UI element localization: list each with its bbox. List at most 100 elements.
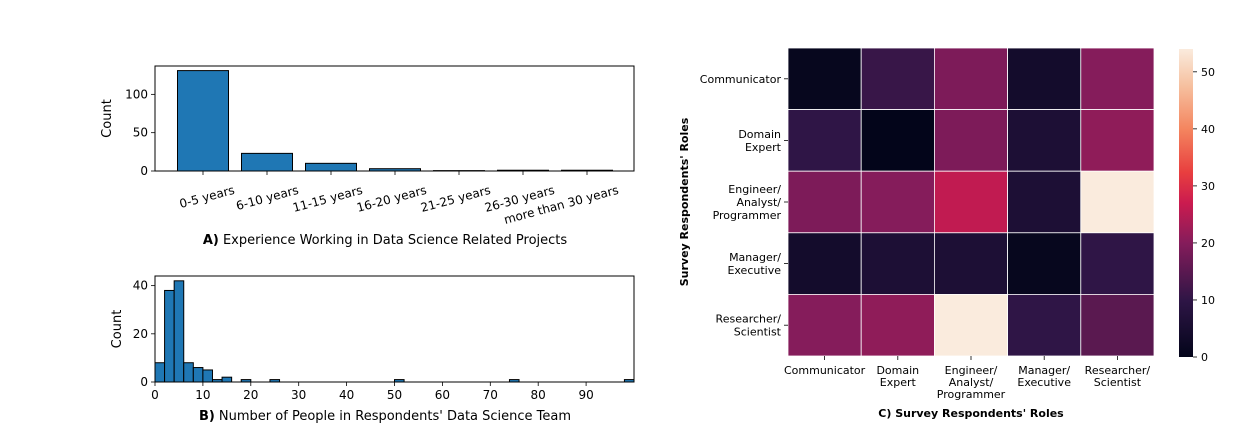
- panel-letter: C): [878, 407, 891, 420]
- cell-0-2: [934, 47, 1009, 110]
- caption: C) Survey Respondents' Roles: [878, 407, 1064, 420]
- y-axis-label: Count: [110, 310, 125, 349]
- y-tick-label-1: 20: [133, 327, 148, 341]
- row-label-3-0: Manager/: [729, 251, 781, 264]
- cell-0-4: [1080, 47, 1155, 110]
- bin-3: [183, 362, 194, 383]
- cell-4-1: [860, 293, 935, 357]
- cell-2-3: [1007, 170, 1082, 234]
- cell-3-1: [860, 232, 935, 295]
- caption: A) Experience Working in Data Science Re…: [203, 233, 568, 248]
- cell-1-2: [934, 109, 1009, 172]
- cell-0-0: [787, 47, 862, 110]
- cell-4-2: [934, 293, 1009, 357]
- bar-0: [177, 70, 229, 172]
- x-tick-label-4: 40: [339, 388, 354, 402]
- colorbar-tick-label-1: 10: [1201, 294, 1215, 307]
- row-label-1-1: Expert: [745, 141, 782, 154]
- cell-1-1: [860, 109, 935, 172]
- y-tick-label-2: 100: [125, 87, 148, 101]
- colorbar-tick-label-4: 40: [1201, 123, 1215, 136]
- y-tick-label-0: 0: [140, 375, 148, 389]
- cell-0-3: [1007, 47, 1082, 110]
- col-label-1-0: Domain: [876, 364, 919, 377]
- row-label-3-1: Executive: [727, 264, 781, 277]
- cell-3-2: [934, 232, 1009, 295]
- y-tick-label-0: 0: [140, 164, 148, 178]
- caption-text: Experience Working in Data Science Relat…: [219, 233, 568, 248]
- row-label-4-1: Scientist: [734, 326, 782, 339]
- bin-1: [164, 289, 175, 383]
- chart-c: CommunicatorDomainExpertEngineer/Analyst…: [678, 47, 1215, 420]
- x-tick-label-9: 90: [578, 388, 593, 402]
- x-tick-label-5: 50: [387, 388, 402, 402]
- x-tick-label-2: 20: [243, 388, 258, 402]
- col-label-2-2: Programmer: [937, 388, 1006, 401]
- x-tick-label-4: 21-25 years: [419, 183, 492, 215]
- x-tick-label-2: 11-15 years: [291, 183, 364, 215]
- panel-letter: A): [203, 233, 219, 248]
- bin-7: [221, 376, 233, 383]
- cell-3-4: [1080, 232, 1155, 295]
- plot-frame: [154, 65, 635, 172]
- cell-2-0: [787, 170, 862, 234]
- cell-4-0: [787, 293, 862, 357]
- caption: B) Number of People in Respondents' Data…: [199, 409, 571, 424]
- colorbar-tick-label-0: 0: [1201, 351, 1208, 364]
- cell-3-3: [1007, 232, 1082, 295]
- cell-4-4: [1080, 293, 1155, 357]
- cell-2-1: [860, 170, 935, 234]
- y-axis-label: Survey Respondents' Roles: [678, 117, 691, 286]
- cell-1-0: [787, 109, 862, 172]
- caption-text: Survey Respondents' Roles: [891, 407, 1064, 420]
- col-label-3-1: Executive: [1017, 376, 1071, 389]
- col-label-1-1: Expert: [880, 376, 917, 389]
- panel-letter: B): [199, 409, 215, 424]
- row-label-2-0: Engineer/: [728, 183, 781, 196]
- x-tick-label-7: 70: [483, 388, 498, 402]
- y-tick-label-1: 50: [133, 126, 148, 140]
- row-label-4-0: Researcher/: [716, 313, 782, 326]
- x-tick-label-1: 10: [195, 388, 210, 402]
- col-label-2-1: Analyst/: [949, 376, 994, 389]
- plot-frame: [154, 275, 635, 383]
- colorbar-tick-label-2: 20: [1201, 237, 1215, 250]
- x-tick-label-8: 80: [531, 388, 546, 402]
- cell-1-4: [1080, 109, 1155, 172]
- bin-2: [173, 280, 185, 383]
- cell-4-3: [1007, 293, 1082, 357]
- colorbar-tick-label-5: 50: [1201, 66, 1215, 79]
- caption-text: Number of People in Respondents' Data Sc…: [215, 409, 571, 424]
- col-label-3-0: Manager/: [1018, 364, 1070, 377]
- col-label-0-0: Communicator: [784, 364, 866, 377]
- x-tick-label-6: 60: [435, 388, 450, 402]
- y-tick-label-2: 40: [133, 279, 148, 293]
- x-tick-label-1: 6-10 years: [235, 183, 301, 213]
- x-tick-label-3: 30: [291, 388, 306, 402]
- cell-2-4: [1080, 170, 1155, 234]
- x-tick-label-3: 16-20 years: [355, 183, 428, 215]
- bar-2: [305, 162, 357, 172]
- chart-b: 0 10 20 30 40 50 60 70 80 90 0 20 40 Count B) Number o…: [110, 275, 635, 424]
- col-label-2-0: Engineer/: [945, 364, 998, 377]
- colorbar: [1179, 49, 1193, 357]
- y-axis-label: Count: [100, 99, 115, 138]
- cell-1-3: [1007, 109, 1082, 172]
- col-label-4-0: Researcher/: [1085, 364, 1151, 377]
- cell-2-2: [934, 170, 1009, 234]
- row-label-0-0: Communicator: [700, 73, 782, 86]
- colorbar-tick-label-3: 30: [1201, 180, 1215, 193]
- row-label-2-2: Programmer: [713, 209, 782, 222]
- x-tick-label-0: 0: [151, 388, 159, 402]
- x-tick-label-0: 0-5 years: [178, 183, 236, 211]
- bar-1: [241, 152, 293, 172]
- row-label-1-0: Domain: [738, 128, 781, 141]
- cell-3-0: [787, 232, 862, 295]
- bin-0: [154, 362, 166, 383]
- row-label-2-1: Analyst/: [736, 196, 781, 209]
- bin-5: [202, 369, 213, 383]
- bin-4: [192, 367, 204, 383]
